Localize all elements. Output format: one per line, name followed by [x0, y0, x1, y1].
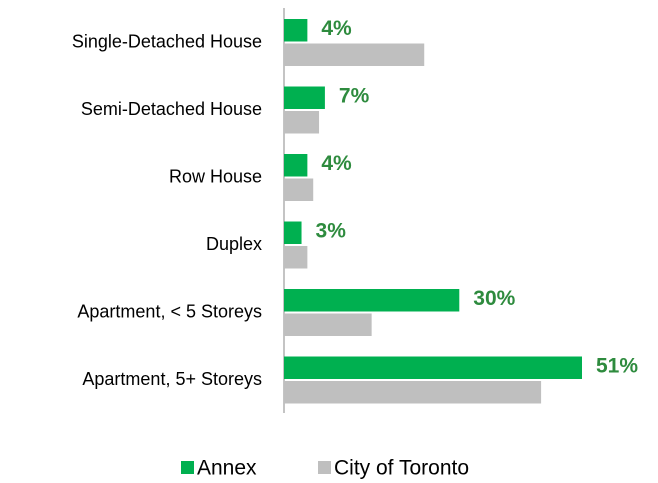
bar: [284, 356, 582, 379]
bar: [284, 178, 314, 201]
bar: [284, 111, 320, 134]
category-label: Apartment, < 5 Storeys: [77, 301, 262, 321]
legend-swatch: [318, 461, 331, 474]
category-label: Duplex: [206, 234, 262, 254]
bar: [284, 289, 460, 312]
category-label: Single-Detached House: [72, 31, 262, 51]
bar: [284, 19, 308, 42]
bar: [284, 246, 308, 269]
bar: [284, 313, 372, 336]
category-label: Row House: [169, 166, 262, 186]
legend-label: Annex: [197, 457, 257, 480]
bar: [284, 154, 308, 177]
value-label: 30%: [473, 287, 515, 310]
value-label: 7%: [339, 84, 370, 107]
bar: [284, 86, 325, 109]
bar: [284, 43, 425, 66]
value-label: 3%: [316, 219, 347, 242]
bar: [284, 221, 302, 244]
category-label: Apartment, 5+ Storeys: [82, 369, 262, 389]
category-label: Semi-Detached House: [81, 99, 262, 119]
value-label: 51%: [596, 354, 638, 377]
value-label: 4%: [321, 17, 352, 40]
legend-swatch: [181, 461, 194, 474]
legend-label: City of Toronto: [334, 457, 469, 480]
value-label: 4%: [321, 152, 352, 175]
bar: [284, 381, 542, 404]
